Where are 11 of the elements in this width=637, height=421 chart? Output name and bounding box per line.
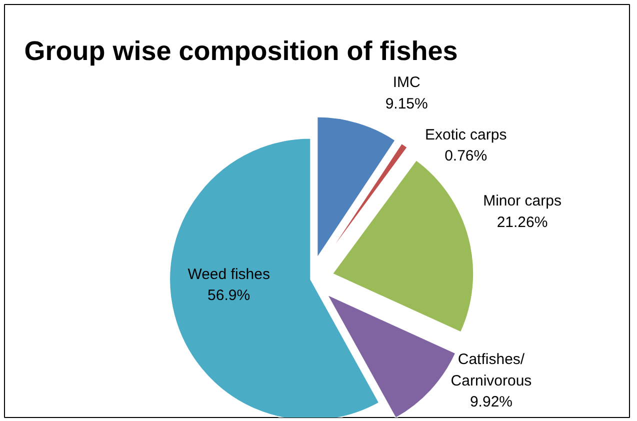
- slice-label: IMC: [392, 74, 421, 92]
- chart-title: Group wise composition of fishes: [24, 36, 458, 66]
- slice-label: Catfishes/ Carnivorous: [450, 351, 532, 390]
- data-label: 21.26%: [496, 214, 548, 231]
- slice-label: Exotic carps: [424, 126, 507, 144]
- slice-label: Weed fishes: [188, 266, 270, 283]
- slice-label: Minor carps: [483, 192, 562, 210]
- data-label: 9.15%: [385, 95, 428, 112]
- data-label: 0.76%: [444, 148, 488, 165]
- data-label: 56.9%: [208, 287, 250, 304]
- data-label: 9.92%: [470, 394, 513, 411]
